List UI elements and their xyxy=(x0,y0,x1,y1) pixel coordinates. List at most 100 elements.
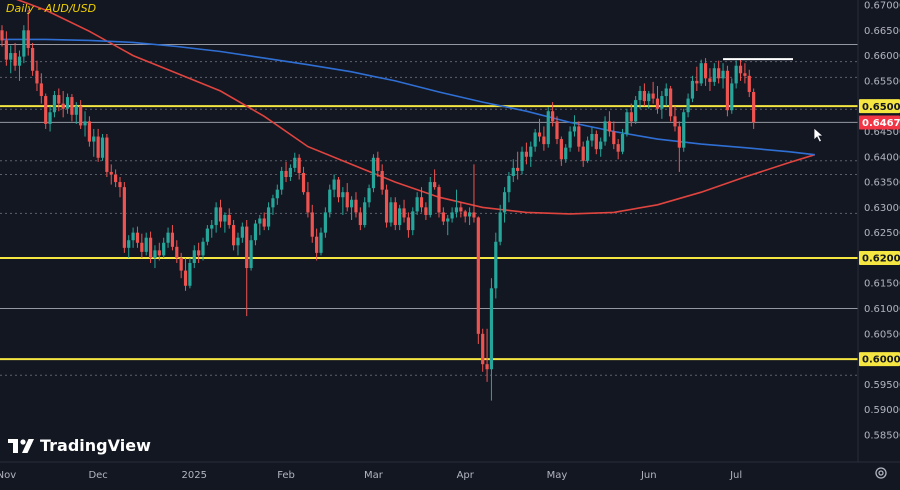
candle xyxy=(236,232,240,256)
candle xyxy=(476,216,480,344)
candle xyxy=(83,111,87,137)
candle-body xyxy=(105,137,109,172)
candle xyxy=(293,152,297,172)
candle-body xyxy=(603,121,607,142)
settings-gear-icon[interactable] xyxy=(874,466,888,480)
candle-body xyxy=(542,136,546,145)
candle xyxy=(332,174,336,198)
candle xyxy=(148,231,153,263)
candle-body xyxy=(210,225,214,229)
candle xyxy=(686,93,690,118)
candle xyxy=(542,126,546,151)
candle-body xyxy=(345,192,349,208)
candle-body xyxy=(555,121,559,140)
candle-body xyxy=(703,63,708,79)
chart-title: Daily - AUD/USD xyxy=(6,2,97,15)
candle xyxy=(183,257,188,291)
candle-body xyxy=(358,212,362,226)
candle xyxy=(708,68,712,91)
candle xyxy=(717,60,721,84)
price-badge-bg xyxy=(859,115,900,130)
candle-body xyxy=(319,232,323,253)
candle xyxy=(747,69,751,98)
candle-body xyxy=(179,257,183,271)
candle-body xyxy=(393,202,397,226)
candle-body xyxy=(245,226,249,269)
candle-body xyxy=(39,83,43,97)
candle xyxy=(699,59,703,86)
candle xyxy=(516,151,520,180)
tradingview-brand[interactable]: TradingView xyxy=(8,436,151,455)
candle-body xyxy=(655,98,660,109)
candle xyxy=(620,128,625,155)
candle xyxy=(695,66,699,91)
candle xyxy=(258,214,262,236)
candle xyxy=(205,225,209,246)
candle-body xyxy=(454,207,459,213)
candle-body xyxy=(205,228,209,242)
candle-body xyxy=(625,112,629,134)
candle xyxy=(87,116,91,147)
candle xyxy=(498,204,502,246)
candle-body xyxy=(170,232,175,247)
candle xyxy=(336,177,341,203)
mouse-cursor-icon xyxy=(813,127,825,143)
candle-body xyxy=(537,132,542,137)
candle-body xyxy=(35,70,39,84)
candle-body xyxy=(293,157,297,168)
candle-body xyxy=(162,242,166,256)
candle xyxy=(551,102,555,127)
candle-body xyxy=(118,182,122,188)
candle-body xyxy=(712,68,716,82)
candle xyxy=(682,108,686,152)
candle xyxy=(271,194,275,215)
time-axis[interactable]: Nov Dec 2025 Feb Mar Apr May Jun Jul xyxy=(0,470,742,481)
candle xyxy=(734,60,738,89)
candle-body xyxy=(70,97,74,115)
candle xyxy=(118,177,122,198)
candle-body xyxy=(131,232,135,241)
candle-body xyxy=(332,179,336,190)
candle xyxy=(354,192,358,218)
candle xyxy=(227,208,231,229)
candle-body xyxy=(183,270,188,286)
candle xyxy=(572,115,577,137)
candle xyxy=(660,91,664,119)
candle-body xyxy=(74,106,78,115)
candle xyxy=(419,187,424,213)
candle xyxy=(607,111,612,137)
candle-body xyxy=(463,211,467,217)
candle xyxy=(240,222,244,243)
candle-body xyxy=(590,134,594,141)
candle-body xyxy=(153,250,157,258)
price-badge-bg xyxy=(859,99,900,114)
candle-body xyxy=(406,217,411,231)
candle xyxy=(489,278,494,401)
candle-body xyxy=(297,157,301,173)
candle xyxy=(411,207,415,236)
candle xyxy=(446,214,450,236)
time-tick-label: Jun xyxy=(640,470,657,481)
candle-body xyxy=(218,207,223,222)
candle-body xyxy=(109,171,113,175)
candle xyxy=(345,183,349,212)
candle xyxy=(655,85,660,114)
candle xyxy=(26,10,30,56)
candle-body xyxy=(253,223,258,241)
candle xyxy=(585,136,590,163)
candle-body xyxy=(629,112,633,122)
candle-body xyxy=(284,170,288,177)
candle xyxy=(677,121,681,172)
candle xyxy=(703,58,708,86)
candle-body xyxy=(350,199,354,208)
time-tick-label: Apr xyxy=(457,470,475,481)
